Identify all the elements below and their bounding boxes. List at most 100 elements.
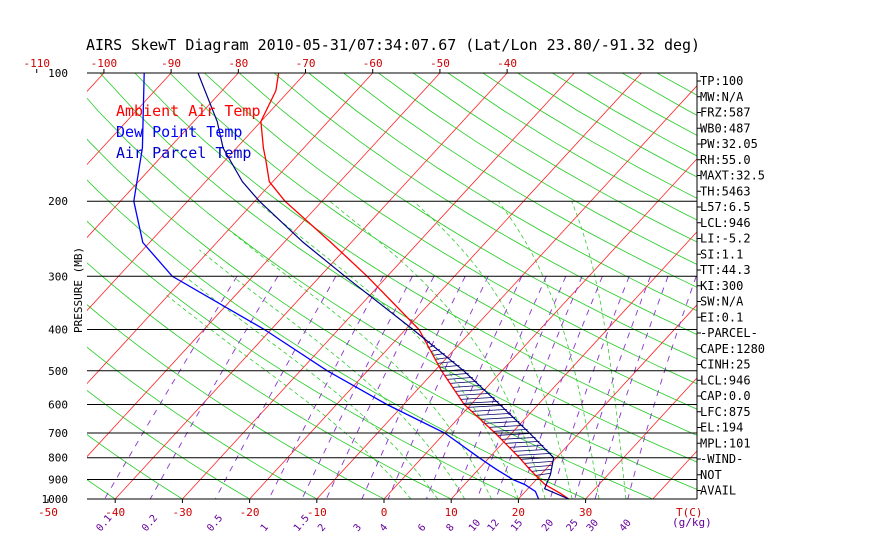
top-tick-label: -110 bbox=[23, 57, 50, 70]
mixing-ratio-label: 8 bbox=[444, 522, 456, 534]
isotherm bbox=[518, 304, 697, 499]
stats-item: MW:N/A bbox=[700, 90, 744, 104]
top-tick-label: -60 bbox=[363, 57, 383, 70]
moist-adiabat bbox=[413, 200, 573, 499]
dry-adiabat bbox=[87, 97, 697, 490]
mixing-ratio-label: 10 bbox=[467, 518, 483, 534]
dry-adiabat bbox=[99, 73, 697, 463]
dry-adiabat bbox=[447, 73, 697, 221]
cape-hatch-line bbox=[463, 400, 499, 404]
mixing-ratio-label: 12 bbox=[486, 518, 502, 534]
isotherm bbox=[652, 450, 697, 499]
y-tick-label: 400 bbox=[48, 323, 68, 336]
stats-item: CINH:25 bbox=[700, 358, 751, 372]
bottom-tick-label: -10 bbox=[307, 506, 327, 519]
dry-adiabat bbox=[87, 389, 250, 499]
dry-adiabat bbox=[308, 73, 697, 312]
stats-item: NOT bbox=[700, 468, 722, 482]
dry-adiabat bbox=[378, 73, 697, 265]
dry-adiabat bbox=[87, 346, 317, 499]
stats-item: CAPE:1280 bbox=[700, 342, 765, 356]
dry-adiabat bbox=[656, 73, 697, 96]
mixing-ratio-label: 40 bbox=[618, 518, 634, 534]
chart-title: AIRS SkewT Diagram 2010-05-31/07:34:07.6… bbox=[86, 36, 700, 54]
stats-item: MPL:101 bbox=[700, 436, 751, 450]
y-tick-label: 1000 bbox=[42, 493, 69, 506]
stats-item: L57:6.5 bbox=[700, 200, 751, 214]
isotherm bbox=[114, 73, 508, 499]
isotherm bbox=[316, 85, 697, 499]
stats-item: TH:5463 bbox=[700, 184, 751, 198]
isotherm bbox=[249, 73, 642, 499]
isotherm bbox=[182, 73, 575, 499]
stats-item: MAXT:32.5 bbox=[700, 169, 765, 183]
cape-hatch-line bbox=[458, 392, 491, 396]
cape-hatch-line bbox=[484, 420, 520, 424]
dry-adiabat bbox=[412, 73, 697, 243]
isotherm bbox=[87, 73, 441, 458]
bottom-tick-label: -20 bbox=[240, 506, 260, 519]
isotherm bbox=[87, 73, 172, 166]
mixing-ratio-line bbox=[495, 276, 583, 499]
y-axis-label: PRESSURE (MB) bbox=[72, 247, 85, 333]
mixing-ratio-line bbox=[149, 276, 279, 499]
stats-item: TP:100 bbox=[700, 74, 743, 88]
cape-hatch-line bbox=[460, 396, 495, 400]
stats-item: SI:1.1 bbox=[700, 247, 743, 261]
dry-adiabat bbox=[87, 220, 519, 499]
cape-hatch-line bbox=[517, 452, 552, 456]
mixing-ratio-label: 20 bbox=[540, 518, 556, 534]
stats-item: LCL:946 bbox=[700, 216, 751, 230]
cape-hatch-line bbox=[524, 460, 553, 464]
y-tick-label: 600 bbox=[48, 398, 68, 411]
dry-adiabat bbox=[204, 73, 697, 385]
legend-entry: Ambient Air Temp bbox=[116, 102, 261, 120]
bottom-tick-label: 30 bbox=[579, 506, 592, 519]
top-tick-label: -70 bbox=[296, 57, 316, 70]
dry-adiabat bbox=[238, 73, 697, 360]
mixing-ratio-line bbox=[574, 276, 651, 499]
bottom-axis-ticks: -50 -40 -30 -20 -10 0 10 20 30 bbox=[38, 499, 592, 519]
top-tick-label: -80 bbox=[228, 57, 248, 70]
cape-hatch-line bbox=[439, 364, 460, 368]
stats-item: -WIND- bbox=[700, 452, 743, 466]
cape-hatch-line bbox=[480, 416, 516, 420]
cape-hatch-line bbox=[501, 436, 536, 440]
dry-adiabat bbox=[169, 73, 697, 410]
cape-hatch-line bbox=[467, 404, 503, 408]
dry-adiabat bbox=[134, 73, 697, 436]
stats-item: TT:44.3 bbox=[700, 263, 751, 277]
bottom-tick-label: -50 bbox=[38, 506, 58, 519]
mixing-ratio-line bbox=[627, 276, 697, 499]
mixing-ratio-line bbox=[104, 276, 238, 499]
stats-item: EI:0.1 bbox=[700, 310, 743, 324]
cape-hatch-line bbox=[488, 424, 524, 428]
dry-adiabat bbox=[87, 262, 452, 499]
cape-hatch-line bbox=[455, 388, 486, 392]
mixing-ratio-line bbox=[361, 276, 466, 499]
mixing-ratio-label: 0.5 bbox=[205, 513, 225, 534]
stats-item: EL:194 bbox=[700, 421, 743, 435]
isotherm bbox=[383, 158, 697, 499]
cape-hatch-line bbox=[493, 428, 528, 432]
dry-adiabat bbox=[87, 434, 183, 499]
cape-hatch-line bbox=[527, 464, 552, 468]
isotherm bbox=[787, 73, 870, 499]
isotherm bbox=[585, 377, 697, 499]
cape-hatch-line bbox=[449, 380, 478, 384]
y-tick-label: 700 bbox=[48, 427, 68, 440]
isotherm bbox=[0, 73, 37, 499]
stats-item: FRZ:587 bbox=[700, 106, 751, 120]
y-tick-label: 500 bbox=[48, 365, 68, 378]
mixing-ratio-unit: (g/kg) bbox=[672, 516, 712, 529]
y-tick-label: 300 bbox=[48, 270, 68, 283]
y-tick-label: 800 bbox=[48, 452, 68, 465]
moist-adiabat bbox=[225, 226, 492, 499]
pressure-isobars bbox=[87, 72, 698, 500]
stats-item: AVAIL bbox=[700, 484, 736, 498]
cape-hatch-line bbox=[513, 448, 548, 452]
moist-adiabat bbox=[199, 249, 465, 499]
stats-item: WB0:487 bbox=[700, 121, 751, 135]
mixing-ratio-label: 6 bbox=[416, 522, 428, 534]
